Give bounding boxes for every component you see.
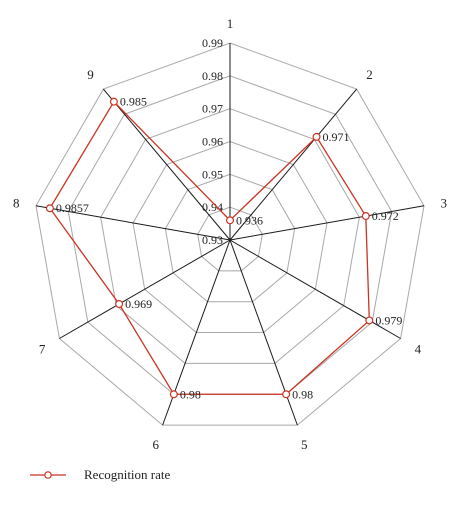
data-label: 0.9857 xyxy=(56,201,89,215)
grid-ring xyxy=(35,42,425,426)
data-label: 0.979 xyxy=(375,313,402,327)
legend-label: Recognition rate xyxy=(84,467,171,482)
radial-tick-label: 0.96 xyxy=(202,135,223,149)
axis-spoke xyxy=(59,239,231,339)
data-point xyxy=(282,390,291,399)
tick-labels: 0.93 0.94 0.95 0.96 0.97 0.98 0.99 xyxy=(202,36,223,247)
radial-tick-label: 0.94 xyxy=(202,200,223,214)
radial-tick-label: 0.93 xyxy=(202,233,223,247)
data-point xyxy=(115,300,124,309)
category-label: 6 xyxy=(153,437,160,452)
radial-tick-label: 0.95 xyxy=(202,167,223,181)
category-label: 2 xyxy=(366,67,373,82)
data-point xyxy=(312,132,321,141)
category-label: 9 xyxy=(87,67,94,82)
data-label: 0.971 xyxy=(323,130,350,144)
data-label: 0.936 xyxy=(236,213,263,227)
data-point xyxy=(169,390,178,399)
radial-tick-label: 0.98 xyxy=(202,69,223,83)
grid-ring xyxy=(197,206,263,272)
axis-spoke xyxy=(229,88,358,241)
data-point xyxy=(45,204,54,213)
category-label: 5 xyxy=(301,437,308,452)
data-point xyxy=(361,212,370,221)
legend: Recognition rate xyxy=(30,467,171,482)
axis-spoke xyxy=(35,205,231,241)
category-labels: 1 2 3 4 5 6 7 8 9 xyxy=(13,16,447,452)
category-label: 3 xyxy=(440,195,447,210)
data-label: 0.98 xyxy=(292,387,313,401)
category-label: 1 xyxy=(227,16,234,31)
data-label: 0.972 xyxy=(372,209,399,223)
data-point xyxy=(365,316,374,325)
axis-spoke xyxy=(229,205,425,241)
series-layer: 0.936 0.971 0.972 0.979 0.98 0.98 0.969 0.9857 0… xyxy=(45,95,402,401)
data-point xyxy=(226,216,235,225)
data-point xyxy=(109,97,118,106)
axis-spoke xyxy=(102,88,231,241)
legend-marker xyxy=(44,471,52,479)
category-label: 8 xyxy=(13,195,20,210)
category-label: 7 xyxy=(39,342,46,357)
category-label: 4 xyxy=(415,342,422,357)
data-label: 0.98 xyxy=(180,387,201,401)
data-label: 0.985 xyxy=(120,95,147,109)
radial-tick-label: 0.99 xyxy=(202,36,223,50)
grid-ring xyxy=(164,173,296,303)
grid-ring xyxy=(132,140,328,334)
grid-ring xyxy=(100,108,360,364)
data-label: 0.969 xyxy=(125,297,152,311)
radial-tick-label: 0.97 xyxy=(202,102,223,116)
series-line xyxy=(49,100,370,395)
